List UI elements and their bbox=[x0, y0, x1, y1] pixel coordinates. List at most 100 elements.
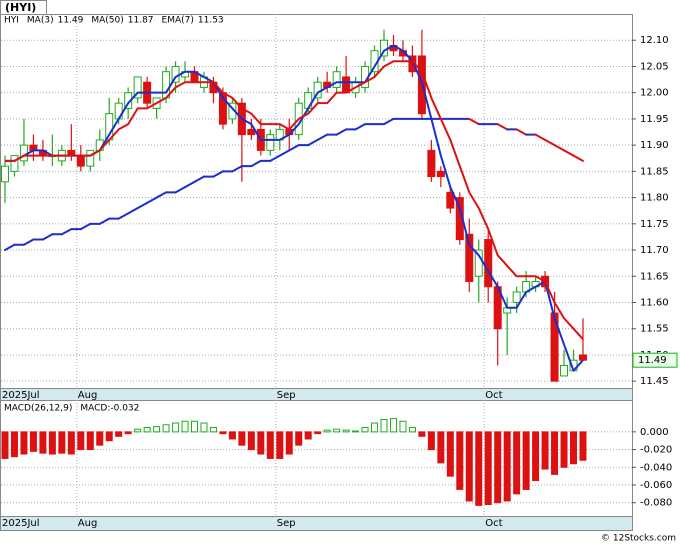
macd-bar bbox=[342, 429, 350, 433]
candle-body bbox=[560, 364, 569, 377]
macd-bar bbox=[266, 431, 274, 459]
legend-text: 11.53 bbox=[198, 16, 224, 26]
macd-bar bbox=[551, 431, 559, 475]
candle-body bbox=[1, 165, 9, 183]
candle-body bbox=[465, 233, 474, 283]
macd-bar bbox=[475, 431, 483, 506]
ma-line-segment bbox=[98, 217, 111, 225]
y-tick-label: 11.60 bbox=[640, 297, 669, 308]
macd-bar bbox=[446, 431, 454, 477]
ma-line-segment bbox=[335, 128, 348, 136]
macd-bar bbox=[1, 431, 9, 459]
macd-bar bbox=[257, 431, 265, 455]
ma-line-segment bbox=[468, 117, 480, 126]
macd-prefix: MACD: bbox=[80, 404, 110, 414]
macd-bar bbox=[541, 431, 549, 470]
ma-line-segment bbox=[146, 196, 158, 204]
y-tick-label: 11.80 bbox=[640, 193, 669, 204]
candle-body bbox=[474, 249, 483, 277]
price-panel bbox=[0, 14, 633, 389]
macd-bar bbox=[465, 431, 473, 502]
footer: © 12Stocks.com bbox=[601, 534, 676, 544]
macd-bar bbox=[418, 431, 426, 437]
macd-bar bbox=[427, 431, 435, 451]
macd-bar bbox=[323, 429, 331, 433]
ma-line-segment bbox=[316, 133, 329, 141]
ma-line-segment bbox=[250, 159, 262, 168]
ma-line-segment bbox=[269, 154, 281, 162]
x-tick-label: Sep bbox=[277, 390, 296, 401]
date-band bbox=[0, 516, 633, 531]
ma-line-segment bbox=[41, 233, 54, 241]
macd-bar bbox=[238, 431, 246, 446]
ma-line-segment bbox=[572, 154, 584, 162]
ma-line-segment bbox=[231, 165, 243, 173]
ma-line-segment bbox=[193, 175, 205, 183]
ma-line-segment bbox=[127, 207, 139, 215]
macd-bar bbox=[352, 430, 360, 433]
macd-bar bbox=[219, 431, 227, 435]
macd-bar bbox=[484, 431, 492, 505]
macd-bar bbox=[399, 420, 407, 433]
candle-body bbox=[266, 134, 275, 151]
legend-text: 11.87 bbox=[128, 16, 154, 26]
macd-bar bbox=[333, 428, 341, 433]
macd-bar bbox=[48, 431, 56, 455]
macd-bar bbox=[172, 422, 180, 433]
x-tick-label: 2025Jul bbox=[2, 518, 40, 529]
candle-body bbox=[436, 170, 445, 178]
last-price: 11.49 bbox=[638, 355, 667, 366]
legend-text: MA(3) bbox=[27, 16, 54, 26]
x-tick-label: Aug bbox=[78, 518, 98, 529]
macd-bar bbox=[29, 431, 37, 452]
ma-line-segment bbox=[4, 243, 16, 252]
y-tick-label: 12.00 bbox=[640, 88, 669, 99]
ma-line-segment bbox=[496, 123, 509, 131]
macd-bar bbox=[570, 431, 577, 465]
y-tick-label: 11.70 bbox=[640, 245, 669, 256]
candle-body bbox=[247, 128, 256, 136]
macd-bar bbox=[86, 431, 94, 451]
macd-bar bbox=[115, 431, 123, 437]
ma-line-segment bbox=[117, 212, 130, 220]
candle-body bbox=[578, 354, 587, 361]
ma-line-segment bbox=[60, 228, 73, 236]
macd-bar bbox=[134, 428, 142, 433]
macd-bar bbox=[10, 431, 18, 458]
macd-bar bbox=[285, 431, 293, 455]
macd-bar bbox=[513, 431, 521, 495]
y-tick-label: 11.65 bbox=[640, 271, 669, 282]
ma-line-segment bbox=[278, 149, 291, 157]
macd-bar bbox=[494, 431, 502, 504]
legend-text: HYI bbox=[4, 16, 19, 26]
ma-line-segment bbox=[354, 123, 367, 131]
macd-bar bbox=[389, 418, 397, 433]
x-tick-label: Aug bbox=[78, 390, 98, 401]
ma-line-segment bbox=[184, 180, 196, 189]
macd-bar bbox=[39, 431, 47, 454]
last-price-box bbox=[632, 352, 678, 368]
ma-line-segment bbox=[307, 138, 319, 147]
macd-bar bbox=[371, 422, 379, 433]
candle-body bbox=[550, 312, 559, 382]
macd-bar bbox=[314, 431, 322, 435]
candle-body bbox=[10, 155, 19, 172]
macd-bar bbox=[191, 420, 198, 433]
ma-line-segment bbox=[288, 144, 300, 152]
macd-value: -0.032 bbox=[110, 404, 139, 414]
macd-bar bbox=[437, 431, 445, 464]
y-tick-label: 11.45 bbox=[640, 376, 669, 387]
ma-line-segment bbox=[79, 222, 92, 231]
x-tick-label: Sep bbox=[277, 518, 296, 529]
y-tick-label: 11.95 bbox=[640, 114, 669, 125]
macd-bar bbox=[153, 426, 161, 433]
macd-bar bbox=[522, 431, 530, 490]
macd-bar bbox=[67, 431, 75, 455]
ma-line bbox=[5, 60, 584, 340]
macd-bar bbox=[96, 431, 104, 446]
ma-line-segment bbox=[534, 133, 547, 141]
macd-bar bbox=[209, 426, 217, 433]
candle-body bbox=[484, 239, 493, 288]
macd-bar bbox=[162, 424, 170, 433]
chart-title: (HYI) bbox=[5, 1, 36, 14]
